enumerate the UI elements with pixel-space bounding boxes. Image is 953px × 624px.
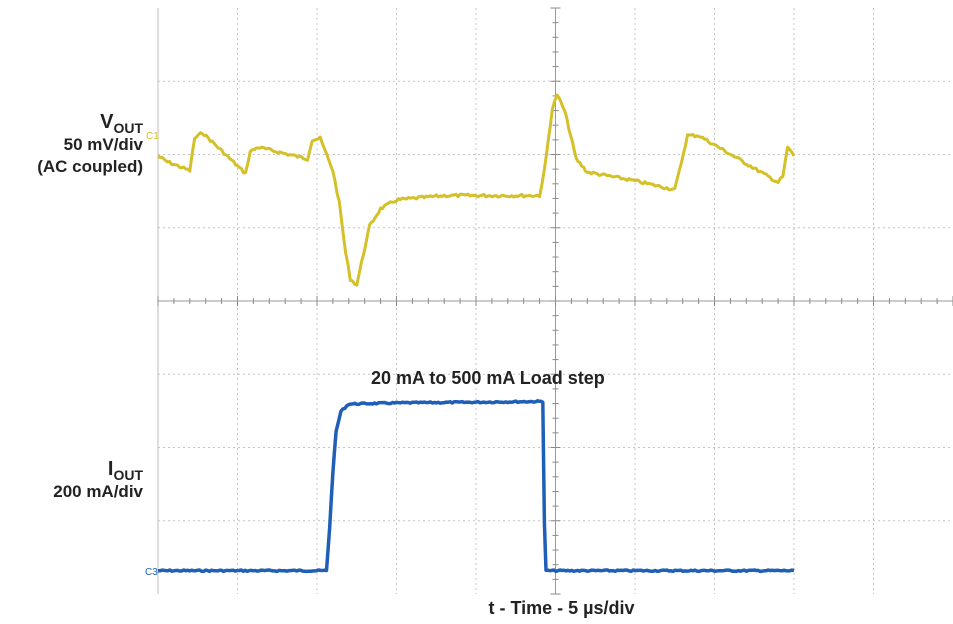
vout-label: VOUT 50 mV/div (AC coupled) xyxy=(0,111,143,178)
channel-markers: C1 C3 xyxy=(145,131,159,578)
iout-label-sub: OUT xyxy=(113,467,143,483)
channel-marker-c1: C1 xyxy=(146,131,159,142)
channel-marker-c3: C3 xyxy=(145,567,158,578)
grid xyxy=(157,7,953,595)
vout-scale-text: 50 mV/div xyxy=(63,135,143,154)
iout-label: IOUT 200 mA/div xyxy=(0,458,143,503)
vout-label-sub: OUT xyxy=(113,120,143,136)
iout-trace xyxy=(157,399,795,574)
iout-scale-text: 200 mA/div xyxy=(53,482,143,501)
x-axis-label: t - Time - 5 µs/div xyxy=(488,598,635,618)
load-step-annotation: 20 mA to 500 mA Load step xyxy=(371,368,605,388)
vout-label-main: V xyxy=(100,111,114,133)
iout-label-main: I xyxy=(107,458,114,480)
vout-trace xyxy=(157,93,796,287)
vout-coupling-text: (AC coupled) xyxy=(37,157,143,176)
